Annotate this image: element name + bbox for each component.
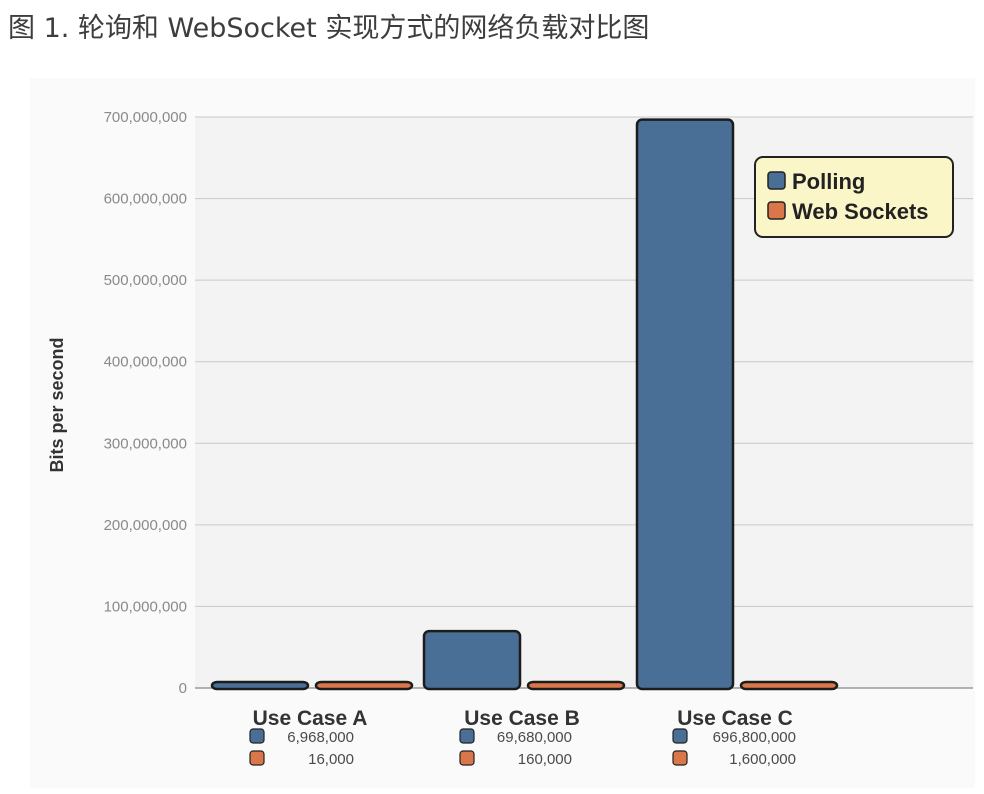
- table-swatch-polling: [249, 728, 265, 744]
- y-tick-label: 100,000,000: [104, 598, 187, 615]
- legend-label-web-sockets: Web Sockets: [792, 199, 929, 224]
- legend-box: [754, 156, 954, 238]
- table-swatch-web-sockets: [459, 750, 475, 766]
- category-label: Use Case A: [253, 707, 368, 730]
- bar-polling: [210, 680, 310, 691]
- bar-web-sockets: [739, 680, 839, 691]
- bars: [210, 118, 839, 691]
- category-label: Use Case B: [464, 707, 580, 730]
- y-tick-label: 500,000,000: [104, 272, 187, 289]
- legend: Polling Web Sockets: [754, 156, 954, 238]
- bar-polling: [422, 629, 522, 691]
- category-labels: Use Case A Use Case B Use Case C: [253, 707, 793, 730]
- y-tick-label: 600,000,000: [104, 191, 187, 208]
- y-tick-label: 0: [179, 680, 187, 697]
- data-label: 160,000: [518, 751, 572, 768]
- data-label: 16,000: [308, 751, 354, 768]
- grid-lines: [195, 116, 973, 689]
- data-label: 1,600,000: [729, 751, 796, 768]
- bar-web-sockets: [314, 680, 414, 691]
- data-label: 696,800,000: [713, 729, 796, 746]
- table-swatch-polling: [459, 728, 475, 744]
- legend-swatch-web-sockets: [767, 201, 786, 220]
- table-swatch-polling: [672, 728, 688, 744]
- data-label: 69,680,000: [497, 729, 572, 746]
- data-label: 6,968,000: [287, 729, 354, 746]
- figure-caption: 图 1. 轮询和 WebSocket 实现方式的网络负载对比图: [8, 13, 650, 44]
- y-tick-label: 700,000,000: [104, 109, 187, 126]
- table-swatch-web-sockets: [672, 750, 688, 766]
- y-axis-title: Bits per second: [47, 337, 67, 472]
- legend-swatch-polling: [767, 171, 786, 190]
- legend-label-polling: Polling: [792, 169, 865, 194]
- bar-web-sockets: [526, 680, 626, 691]
- y-axis-ticks: 0 100,000,000 200,000,000 300,000,000 400,00…: [104, 109, 187, 697]
- data-table: 6,968,000 16,000 69,680,000 160,000 696,800,…: [249, 728, 796, 768]
- y-tick-label: 400,000,000: [104, 354, 187, 371]
- table-swatch-web-sockets: [249, 750, 265, 766]
- bar-polling: [635, 118, 735, 691]
- y-tick-label: 200,000,000: [104, 517, 187, 534]
- y-tick-label: 300,000,000: [104, 435, 187, 452]
- category-label: Use Case C: [677, 707, 793, 730]
